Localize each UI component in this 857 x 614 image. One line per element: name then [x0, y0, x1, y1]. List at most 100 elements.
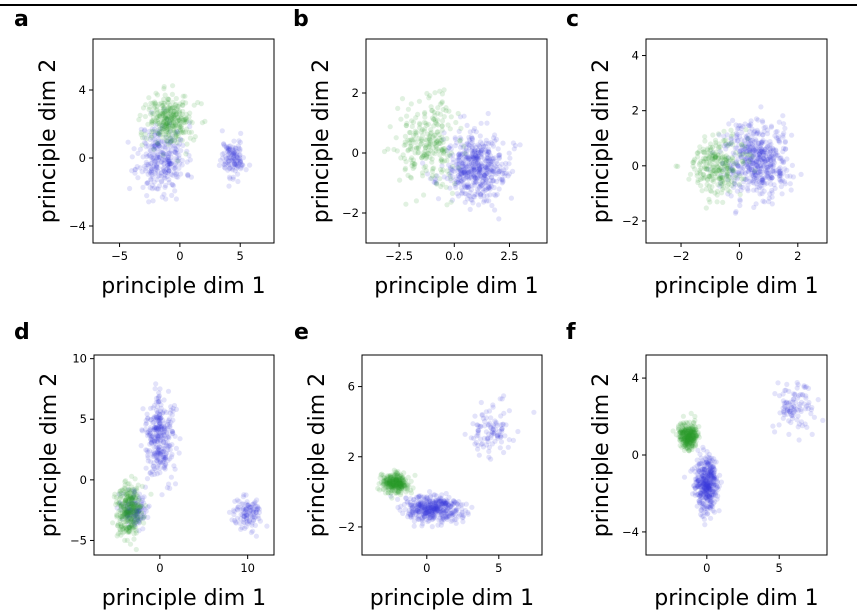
data-point	[173, 196, 179, 202]
data-point	[725, 177, 731, 183]
data-point	[133, 509, 139, 515]
data-point	[158, 432, 164, 438]
data-point	[444, 148, 450, 154]
data-point	[776, 422, 782, 428]
data-point	[126, 522, 132, 528]
data-point	[121, 503, 127, 509]
data-point	[439, 501, 446, 507]
data-point	[377, 475, 383, 481]
data-point	[758, 148, 764, 154]
data-point	[139, 428, 145, 434]
data-point	[762, 124, 769, 130]
data-point	[437, 509, 443, 515]
data-point	[188, 129, 195, 135]
data-point	[161, 459, 167, 465]
data-point	[745, 169, 752, 175]
data-point	[402, 506, 408, 513]
data-point	[439, 123, 445, 129]
data-point	[155, 450, 161, 456]
data-point	[393, 482, 399, 488]
data-point	[130, 519, 136, 525]
data-point	[387, 480, 393, 486]
data-point	[707, 188, 714, 194]
data-point	[411, 164, 417, 170]
data-point	[385, 477, 391, 483]
data-point	[485, 158, 492, 164]
data-point	[398, 486, 404, 492]
data-point	[439, 503, 445, 509]
data-point	[152, 426, 159, 432]
data-point	[709, 470, 715, 476]
data-point	[447, 165, 453, 171]
data-point	[706, 451, 712, 458]
data-point	[472, 175, 478, 181]
data-point	[484, 166, 490, 172]
data-point	[420, 508, 426, 514]
data-point	[475, 152, 481, 158]
data-point	[799, 423, 806, 429]
data-point	[393, 476, 399, 482]
data-point	[135, 508, 141, 514]
data-point	[400, 476, 406, 482]
data-point	[177, 121, 183, 127]
data-point	[737, 149, 743, 155]
data-point	[428, 138, 434, 144]
data-point	[121, 529, 128, 535]
data-point	[784, 173, 790, 179]
data-point	[134, 508, 140, 514]
data-point	[703, 480, 709, 486]
data-point	[409, 504, 415, 510]
data-point	[755, 169, 761, 176]
data-point	[147, 104, 153, 110]
data-point	[709, 498, 715, 504]
data-point	[155, 414, 161, 420]
data-point	[782, 404, 788, 410]
data-point	[492, 163, 498, 169]
data-point	[702, 484, 708, 491]
data-point	[784, 156, 790, 162]
data-point	[155, 157, 161, 163]
data-point	[780, 170, 786, 176]
data-point	[391, 472, 397, 478]
data-point	[482, 165, 488, 171]
data-point	[429, 175, 435, 181]
data-point	[152, 143, 158, 149]
data-point	[427, 504, 433, 510]
data-point	[490, 143, 497, 149]
data-point	[378, 472, 384, 478]
data-point	[707, 154, 713, 160]
data-point	[718, 172, 724, 179]
data-point	[247, 162, 253, 168]
data-point	[413, 508, 419, 514]
data-point	[471, 164, 477, 170]
data-point	[414, 508, 420, 514]
data-point	[447, 143, 454, 149]
data-point	[726, 141, 732, 147]
data-point	[398, 485, 404, 491]
data-point	[380, 482, 386, 488]
data-point	[172, 149, 178, 155]
data-point	[740, 165, 747, 171]
data-point	[143, 420, 150, 426]
data-point	[480, 178, 486, 184]
data-point	[185, 172, 191, 178]
data-point	[226, 166, 232, 172]
data-point	[426, 497, 432, 504]
data-point	[711, 469, 718, 475]
data-point	[161, 174, 167, 180]
data-point	[470, 128, 477, 134]
data-point	[419, 170, 426, 176]
data-point	[432, 509, 438, 515]
data-point	[706, 470, 712, 476]
data-point	[747, 144, 754, 150]
data-point	[383, 483, 389, 489]
data-point	[462, 508, 468, 514]
data-point	[179, 113, 185, 120]
data-point	[772, 133, 778, 139]
data-point	[712, 155, 718, 161]
data-point	[431, 503, 437, 509]
data-point	[462, 431, 468, 437]
data-point	[164, 116, 170, 122]
data-point	[126, 524, 132, 530]
data-point	[779, 159, 785, 165]
